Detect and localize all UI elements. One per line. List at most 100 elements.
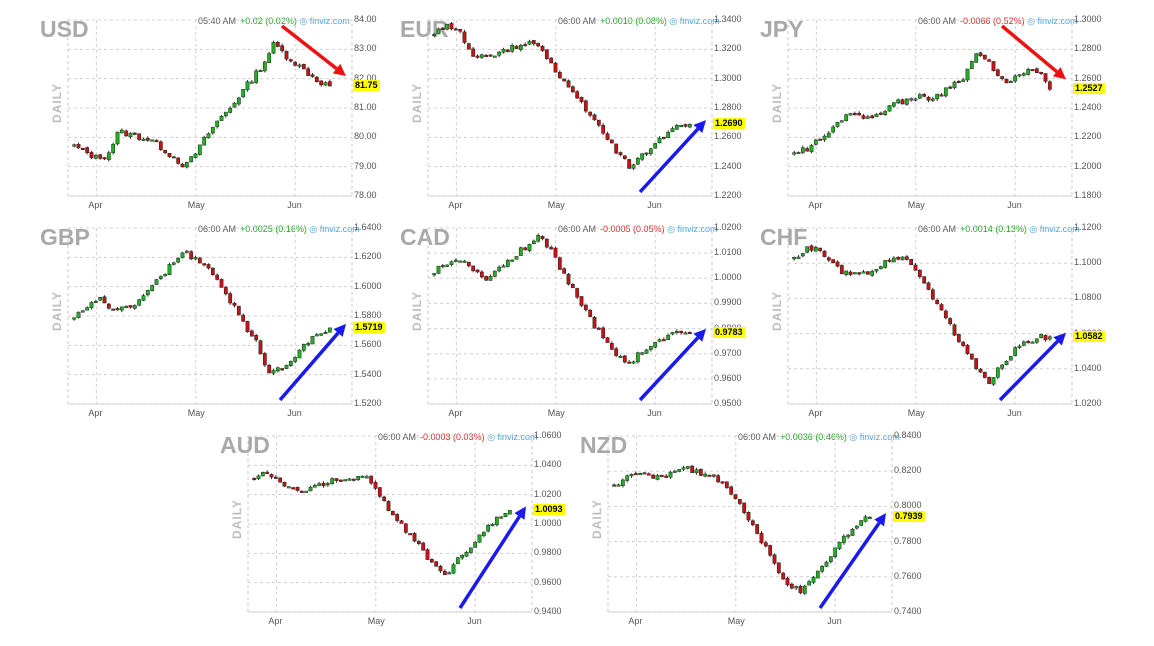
candle-body xyxy=(566,80,571,88)
candle-body xyxy=(293,61,298,66)
candle-body xyxy=(106,303,111,309)
candlestick-chart xyxy=(427,227,713,405)
candle-body xyxy=(746,512,751,521)
candle-body xyxy=(455,557,460,565)
quote-change: +0.0010 (0.08%) xyxy=(600,16,667,26)
trend-arrow-head xyxy=(693,328,706,342)
candle-body xyxy=(926,96,931,101)
candle-body xyxy=(952,324,957,336)
candle-body xyxy=(857,112,862,116)
trend-arrow-head xyxy=(1053,332,1066,346)
candle-body xyxy=(351,478,356,481)
candle-body xyxy=(202,263,207,266)
month-label: Apr xyxy=(628,616,643,626)
candle-body xyxy=(792,152,797,155)
month-label: Jun xyxy=(467,616,482,626)
candle-body xyxy=(978,52,983,57)
y-tick-label: 1.0800 xyxy=(1074,292,1102,303)
month-label: Jun xyxy=(647,200,662,210)
candle-body xyxy=(1026,69,1031,75)
chart-panel-eur: EUR 06:00 AM +0.0010 (0.08%) ◎ finviz.com D… xyxy=(400,14,745,210)
candle-body xyxy=(625,475,630,481)
candle-body xyxy=(416,541,421,544)
candle-body xyxy=(228,293,233,304)
candle-body xyxy=(98,154,103,159)
candle-body xyxy=(969,353,974,360)
source-link[interactable]: finviz.com xyxy=(1037,16,1078,26)
chart-panel-jpy: JPY 06:00 AM -0.0066 (0.52%) ◎ finviz.com D… xyxy=(760,14,1105,210)
candle-body xyxy=(579,96,584,103)
candle-body xyxy=(818,247,823,251)
candle-body xyxy=(284,50,289,60)
last-price-badge: 1.2527 xyxy=(1073,83,1105,95)
quote-header: 05:40 AM +0.02 (0.02%) ◎ finviz.com xyxy=(198,16,350,27)
candle-body xyxy=(618,355,623,358)
y-tick-label: 1.0600 xyxy=(534,430,562,440)
source-link[interactable]: finviz.com xyxy=(679,16,720,26)
candle-body xyxy=(716,475,721,483)
trend-arrow-head xyxy=(332,63,346,76)
candle-body xyxy=(245,81,250,91)
candle-body xyxy=(85,307,90,311)
candle-body xyxy=(891,102,896,107)
trend-arrow xyxy=(280,24,338,70)
candle-body xyxy=(193,153,198,158)
quote-time: 06:00 AM xyxy=(918,224,957,234)
candle-body xyxy=(501,265,506,268)
candle-body xyxy=(286,486,291,489)
candle-body xyxy=(792,257,797,260)
source-link[interactable]: finviz.com xyxy=(1039,224,1080,234)
candle-body xyxy=(579,296,584,306)
candle-body xyxy=(974,358,979,370)
source-link[interactable]: finviz.com xyxy=(497,432,538,442)
candle-body xyxy=(308,486,313,492)
quote-time: 05:40 AM xyxy=(198,16,237,26)
candle-body xyxy=(347,478,352,481)
candle-body xyxy=(458,260,463,263)
candle-body xyxy=(805,148,810,152)
y-tick-label: 1.0200 xyxy=(534,488,562,499)
candle-body xyxy=(614,143,619,154)
month-label: Apr xyxy=(448,200,463,210)
source-link[interactable]: finviz.com xyxy=(677,224,718,234)
last-price-badge: 1.5719 xyxy=(353,321,385,333)
candle-body xyxy=(492,270,497,277)
candle-body xyxy=(865,116,870,119)
source-link[interactable]: finviz.com xyxy=(319,224,360,234)
candle-body xyxy=(668,471,673,478)
candle-body xyxy=(961,79,966,82)
candle-body xyxy=(98,297,103,301)
candle-body xyxy=(592,114,597,121)
candle-body xyxy=(711,474,716,477)
candle-body xyxy=(197,257,202,264)
candle-body xyxy=(1008,80,1013,83)
candle-body xyxy=(674,331,679,334)
candle-body xyxy=(683,332,688,335)
source-link[interactable]: finviz.com xyxy=(859,432,900,442)
quote-header: 06:00 AM +0.0014 (0.13%) ◎ finviz.com xyxy=(918,224,1080,235)
month-label: Jun xyxy=(287,408,302,418)
candle-body xyxy=(484,54,489,57)
candle-body xyxy=(653,341,658,348)
candle-body xyxy=(503,512,508,517)
candle-body xyxy=(440,265,445,268)
candle-body xyxy=(479,271,484,278)
candle-body xyxy=(995,367,1000,378)
candle-body xyxy=(327,81,332,87)
candle-body xyxy=(184,161,189,168)
candle-body xyxy=(536,42,541,47)
candle-body xyxy=(785,577,790,586)
candle-body xyxy=(505,260,510,267)
candle-body xyxy=(835,122,840,127)
quote-change: -0.0003 (0.03%) xyxy=(420,432,485,442)
y-tick-label: 1.5400 xyxy=(354,368,382,379)
candle-body xyxy=(479,54,484,58)
candle-body xyxy=(824,561,829,567)
candle-body xyxy=(356,476,361,481)
candle-body xyxy=(223,287,228,295)
trend-arrow xyxy=(638,336,700,402)
source-link[interactable]: finviz.com xyxy=(309,16,350,26)
candle-body xyxy=(111,143,116,154)
quote-change: +0.02 (0.02%) xyxy=(240,16,297,26)
candle-body xyxy=(163,274,168,277)
